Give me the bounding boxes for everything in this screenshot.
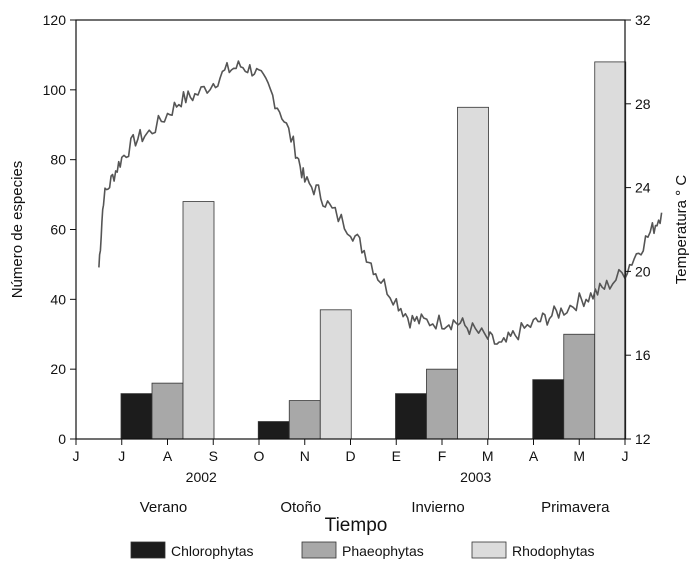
month-label: E [392,448,401,464]
legend-swatch-chlorophytas [130,541,166,559]
bar-phaeophytas-otoño [288,400,321,440]
month-label: M [482,448,494,464]
temperature-line [98,60,663,345]
y-axis-title: Número de especies [9,161,26,299]
y2-tick-label: 32 [635,12,651,28]
month-label: N [300,448,310,464]
bar-rhodophytas-otoño [319,309,352,440]
bar-chlorophytas-otoño [257,421,290,440]
axes-layer: 0 20 40 60 80 100 120 12 16 20 24 28 32 J J A S O N D E F M A M J… [43,12,651,485]
season-label: Verano [140,499,188,516]
bars-layer [120,61,627,440]
bar-rhodophytas-verano [182,201,215,440]
y-tick-label: 100 [43,82,67,98]
legend-label-phaeophytas: Phaeophytas [342,543,424,559]
y-tick-label: 60 [50,222,66,238]
y2-tick-label: 24 [635,180,651,196]
bar-chlorophytas-verano [120,393,153,440]
season-labels: Verano Otoño Invierno Primavera [140,499,610,516]
y-tick-label: 20 [50,361,66,377]
temperature-line-layer [98,60,663,345]
legend-label-rhodophytas: Rhodophytas [512,543,595,559]
season-label: Primavera [541,499,610,516]
bar-chlorophytas-primavera [532,379,565,440]
month-label: M [573,448,585,464]
legend-swatch-rhodophytas [471,541,507,559]
bar-rhodophytas-primavera [594,61,627,440]
y-tick-label: 120 [43,12,67,28]
y-tick-label: 0 [58,431,66,447]
year-label: 2002 [186,469,217,485]
year-label: 2003 [460,469,491,485]
y-tick-label: 80 [50,152,66,168]
bar-rhodophytas-invierno [457,106,489,440]
legend-swatch-phaeophytas [301,541,337,559]
season-label: Invierno [411,499,464,516]
month-label: J [622,448,629,464]
legend-label-chlorophytas: Chlorophytas [171,543,254,559]
bar-chlorophytas-invierno [395,393,427,440]
month-label: J [118,448,125,464]
y-tick-label: 40 [50,291,66,307]
y2-tick-label: 20 [635,263,651,279]
month-label: D [345,448,355,464]
y2-tick-label: 12 [635,431,651,447]
x-axis-title: Tiempo [325,515,388,536]
month-label: A [529,448,539,464]
bar-phaeophytas-primavera [563,333,596,440]
month-label: A [163,448,173,464]
y2-axis-title: Temperatura ° C [673,175,690,285]
y2-tick-label: 28 [635,96,651,112]
month-label: O [254,448,265,464]
month-label: J [73,448,80,464]
y2-tick-label: 16 [635,347,651,363]
season-label: Otoño [280,499,321,516]
month-label: F [438,448,447,464]
bar-phaeophytas-invierno [426,368,458,440]
month-label: S [209,448,218,464]
legend: Chlorophytas Phaeophytas Rhodophytas [130,541,595,559]
bar-phaeophytas-verano [151,382,184,440]
